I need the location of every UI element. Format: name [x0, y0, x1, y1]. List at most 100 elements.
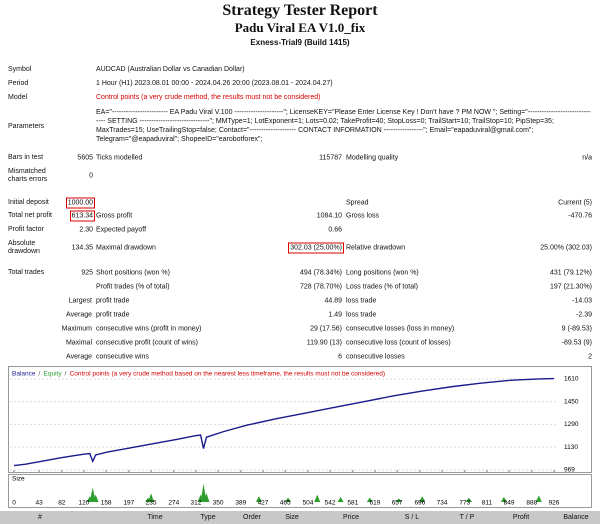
- stat-value: 613.34: [69, 210, 96, 222]
- size-bar: [366, 497, 373, 502]
- x-tick-label: 0: [12, 500, 16, 507]
- legend-entry: Control points (a very crude method base…: [70, 371, 385, 378]
- stat-label: Profit factor: [8, 226, 44, 233]
- stat-value: 1.49: [328, 311, 342, 319]
- stat-label: Average: [66, 311, 92, 319]
- stat-label: Modelling quality: [346, 154, 399, 162]
- stat-label: loss trade: [346, 297, 377, 305]
- column-header: T / P: [459, 514, 475, 521]
- size-bar: [314, 494, 321, 502]
- stat-label: Short positions (won %): [96, 269, 170, 277]
- size-bar: [92, 494, 99, 502]
- info-label: Model: [8, 94, 28, 101]
- size-bar: [255, 496, 262, 502]
- x-tick-label: 542: [325, 500, 336, 507]
- y-tick-label: 969: [564, 467, 575, 474]
- legend-sep: /: [65, 371, 67, 378]
- stat-value: 2.30: [79, 226, 93, 234]
- legend-entry: Balance: [12, 371, 36, 378]
- stat-label: consecutive profit (count of wins): [96, 339, 198, 347]
- stat-value: -2.39: [576, 311, 592, 319]
- graph-frame: [8, 366, 592, 473]
- stat-label: Bars in test: [8, 154, 44, 161]
- stat-label: Gross loss: [346, 212, 380, 220]
- y-tick-label: 1450: [564, 398, 579, 405]
- size-bar: [395, 498, 402, 502]
- stat-value: 29 (17.56): [310, 325, 342, 333]
- size-bar: [148, 493, 155, 502]
- stat-label: Maximum: [61, 325, 92, 333]
- stat-value: 197 (21.30%): [549, 283, 592, 291]
- size-bar: [535, 495, 542, 502]
- stat-value: 728 (78.70%): [299, 283, 342, 291]
- stat-value: 6: [338, 353, 342, 361]
- stat-label: Mismatched charts errors: [8, 168, 48, 183]
- stat-label: profit trade: [96, 297, 130, 305]
- stat-value: 119.90 (13): [306, 339, 342, 347]
- size-frame: [8, 474, 592, 508]
- column-header: S / L: [404, 514, 420, 521]
- stat-label: Relative drawdown: [346, 244, 406, 252]
- stat-value: 115787: [319, 154, 342, 162]
- y-tick-label: 1610: [564, 376, 579, 383]
- x-tick-label: 350: [213, 500, 224, 507]
- x-tick-label: 696: [414, 500, 425, 507]
- size-bar: [500, 496, 507, 502]
- stat-label: Expected payoff: [96, 226, 147, 234]
- stat-value: 0: [89, 172, 93, 180]
- balance-line: [13, 377, 555, 467]
- x-tick-label: 849: [504, 500, 515, 507]
- legend-sep: /: [39, 371, 41, 378]
- stat-value: 25.00% (302.03): [540, 244, 592, 252]
- size-bar: [419, 496, 426, 502]
- stat-label: Gross profit: [96, 212, 133, 220]
- stat-label: Maximal: [65, 339, 92, 347]
- size-bar: [337, 496, 344, 502]
- size-bar: [465, 497, 472, 502]
- x-tick-label: 811: [482, 500, 493, 507]
- stat-value: 494 (78.34%): [299, 269, 342, 277]
- stat-value: 1084.10: [316, 212, 342, 220]
- x-tick-label: 465: [280, 500, 291, 507]
- x-tick-label: 773: [459, 500, 470, 507]
- size-bar: [203, 493, 210, 502]
- stat-value: -14.03: [572, 297, 592, 305]
- stat-label: consecutive losses: [346, 353, 405, 361]
- stat-value: 925: [81, 269, 93, 277]
- x-tick-label: 389: [235, 500, 246, 507]
- stat-value: 431 (79.12%): [549, 269, 592, 277]
- stat-label: Total trades: [8, 269, 45, 276]
- column-header: Balance: [563, 514, 589, 521]
- stat-value: 9 (-89.53): [561, 325, 592, 333]
- stat-label: Ticks modelled: [96, 154, 143, 162]
- stat-value: 5605: [77, 154, 93, 162]
- y-tick-label: 1130: [564, 444, 578, 451]
- column-header: Type: [200, 514, 216, 521]
- table-header: [0, 511, 600, 524]
- subtitle: Padu Viral EA V1.0_fix: [234, 20, 366, 35]
- info-value: Control points (a very crude method, the…: [96, 94, 321, 101]
- title: Strategy Tester Report: [222, 2, 378, 19]
- size-bar: [285, 497, 292, 502]
- stat-label: consecutive loss (count of losses): [346, 339, 451, 347]
- stat-value: 302.03 (25.00%): [288, 242, 344, 254]
- x-tick-label: 43: [35, 500, 43, 507]
- x-tick-label: 274: [168, 500, 179, 507]
- x-tick-label: 312: [191, 500, 202, 507]
- stat-value: 44.89: [324, 297, 342, 305]
- legend-entry: Equity: [44, 371, 63, 378]
- stat-label: profit trade: [96, 311, 130, 319]
- stat-label: Profit trades (% of total): [96, 283, 170, 291]
- stat-value: 1000.00: [65, 197, 96, 209]
- x-tick-label: 657: [392, 500, 403, 507]
- info-value: AUDCAD (Australian Dollar vs Canadian Do…: [96, 66, 245, 73]
- stat-label: consecutive wins: [96, 353, 149, 361]
- x-tick-label: 158: [101, 500, 112, 507]
- x-tick-label: 888: [526, 500, 537, 507]
- stat-label: Initial deposit: [8, 199, 49, 206]
- info-label: Parameters: [8, 123, 45, 130]
- stat-value: -470.76: [568, 212, 592, 220]
- x-tick-label: 504: [302, 500, 313, 507]
- x-tick-label: 581: [347, 500, 358, 507]
- stat-value: n/a: [582, 154, 592, 162]
